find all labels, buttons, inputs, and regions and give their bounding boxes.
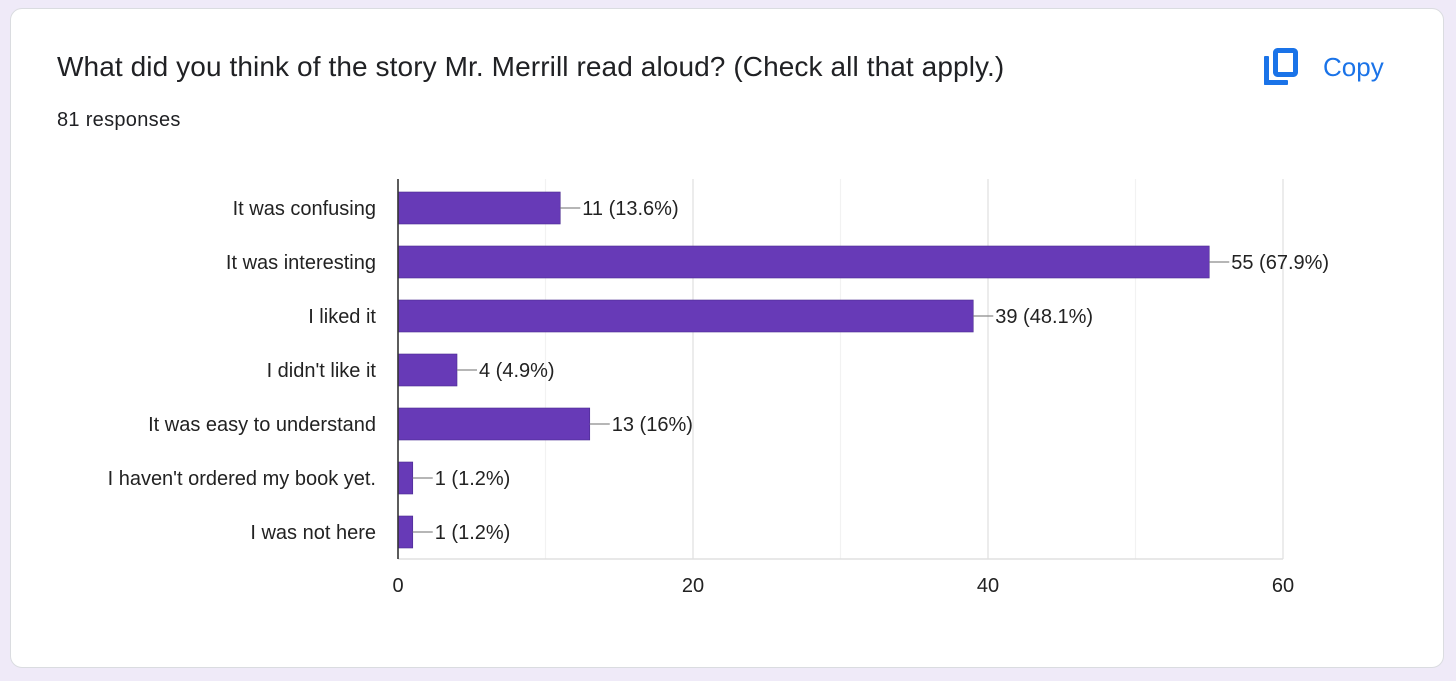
x-tick-label: 0	[392, 575, 403, 597]
bar[interactable]	[397, 191, 561, 225]
response-count: 81 responses	[57, 109, 181, 131]
labels: It was confusing 11 (13.6%) It was interes…	[108, 179, 1329, 597]
copy-label: Copy	[1323, 51, 1384, 82]
category-label: I was not here	[250, 522, 376, 544]
data-label: 4 (4.9%)	[479, 360, 555, 382]
category-label: I haven't ordered my book yet.	[108, 468, 376, 490]
grid-lines	[398, 179, 1284, 560]
data-label: 55 (67.9%)	[1231, 252, 1329, 274]
bar[interactable]	[397, 299, 974, 333]
x-tick-label: 60	[1272, 575, 1294, 597]
category-label: It was easy to understand	[148, 414, 376, 436]
bar-chart: It was confusing 11 (13.6%) It was interes…	[108, 179, 1329, 597]
copy-icon	[1264, 48, 1298, 85]
category-label: I liked it	[308, 306, 376, 328]
bar[interactable]	[397, 515, 414, 549]
question-title: What did you think of the story Mr. Merr…	[57, 51, 1005, 82]
data-label: 13 (16%)	[612, 414, 693, 436]
data-label: 11 (13.6%)	[582, 198, 678, 220]
bar[interactable]	[397, 407, 591, 441]
data-label: 39 (48.1%)	[995, 306, 1093, 328]
x-tick-label: 20	[682, 575, 704, 597]
data-label: 1 (1.2%)	[435, 468, 511, 490]
category-label: It was interesting	[226, 252, 376, 274]
question-card: What did you think of the story Mr. Merr…	[10, 8, 1444, 668]
x-tick-label: 40	[977, 575, 999, 597]
data-label: 1 (1.2%)	[435, 522, 511, 544]
copy-button[interactable]: Copy	[1261, 45, 1384, 89]
category-label: I didn't like it	[267, 360, 377, 382]
bar[interactable]	[397, 245, 1210, 279]
category-label: It was confusing	[233, 198, 376, 220]
bar[interactable]	[397, 461, 414, 495]
bar[interactable]	[397, 353, 458, 387]
